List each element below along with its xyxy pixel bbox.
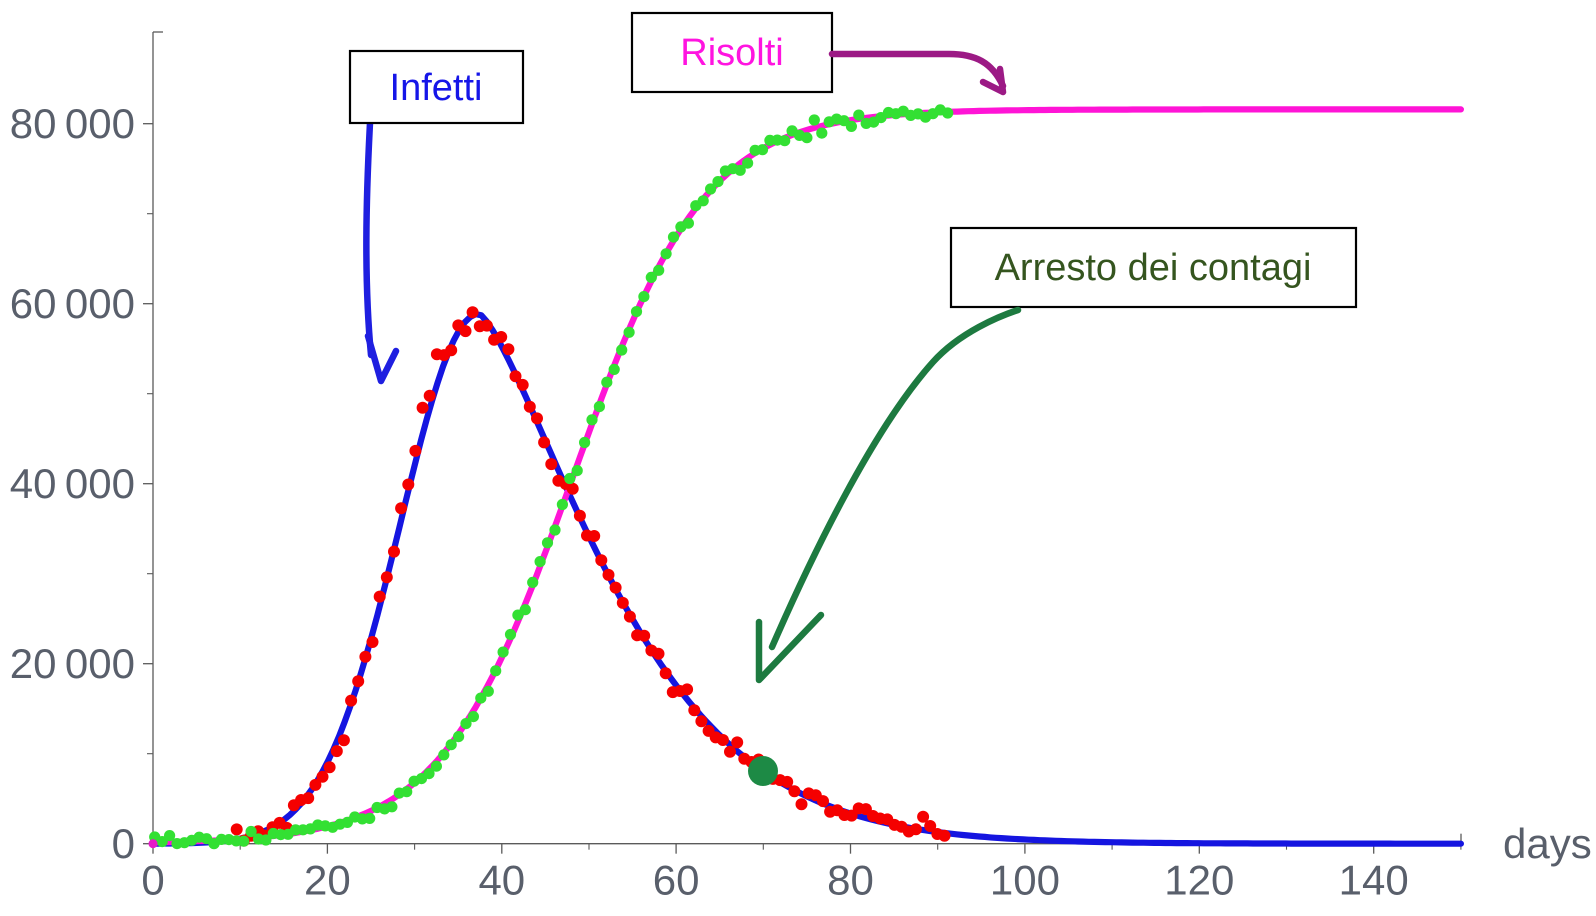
svg-text:Arresto dei contagi: Arresto dei contagi <box>995 247 1312 289</box>
svg-text:40 000: 40 000 <box>10 460 135 507</box>
svg-text:100: 100 <box>990 857 1060 904</box>
svg-text:140: 140 <box>1339 857 1409 904</box>
svg-text:80: 80 <box>827 857 874 904</box>
svg-text:0: 0 <box>112 820 135 867</box>
svg-text:120: 120 <box>1164 857 1234 904</box>
svg-text:days: days <box>1503 820 1592 867</box>
svg-text:20: 20 <box>304 857 351 904</box>
svg-text:20 000: 20 000 <box>10 640 135 687</box>
svg-text:Infetti: Infetti <box>390 67 483 109</box>
svg-text:40: 40 <box>478 857 525 904</box>
svg-text:Risolti: Risolti <box>680 32 783 74</box>
svg-text:0: 0 <box>141 857 164 904</box>
svg-text:80 000: 80 000 <box>10 100 135 147</box>
svg-text:60 000: 60 000 <box>10 280 135 327</box>
svg-text:60: 60 <box>653 857 700 904</box>
